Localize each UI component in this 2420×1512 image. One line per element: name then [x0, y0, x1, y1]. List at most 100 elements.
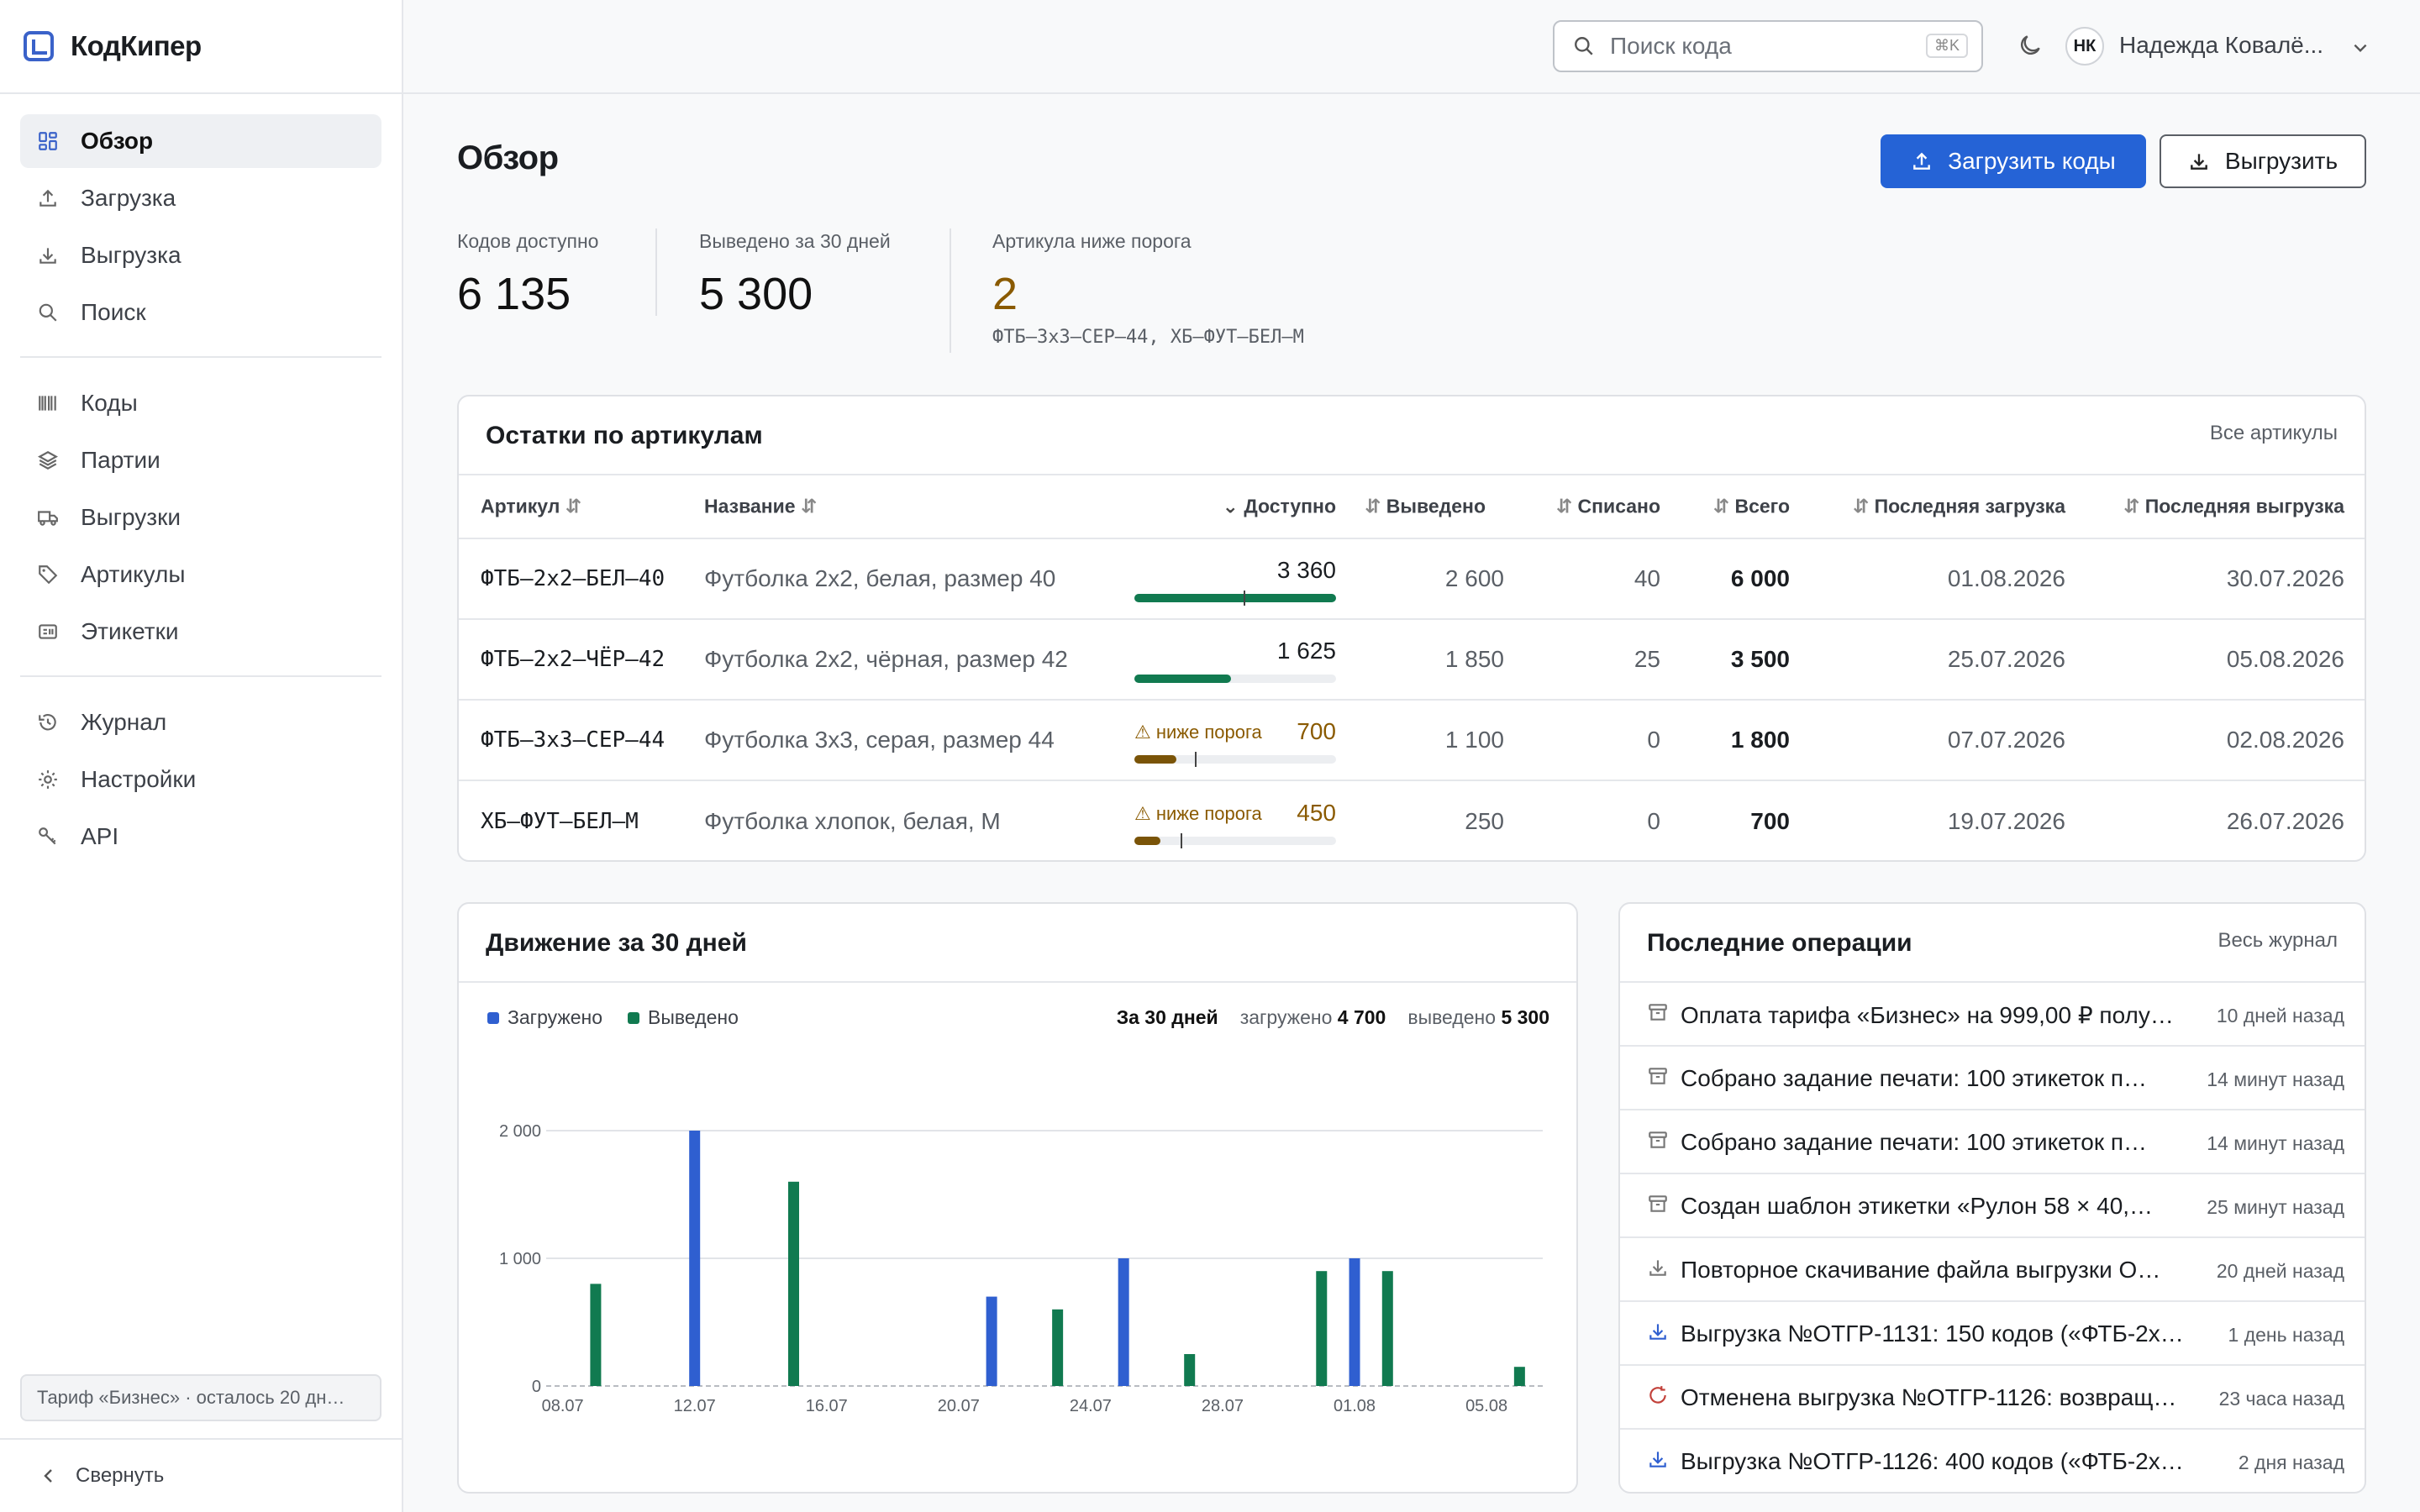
- available-cell: ⚠ ниже порога 450: [1134, 781, 1336, 860]
- search-input[interactable]: Поиск кода ⌘K: [1553, 20, 1983, 72]
- bar-shipped: [1052, 1309, 1064, 1386]
- sidebar-item-label[interactable]: Этикетки: [20, 605, 381, 659]
- written-off-cell: 25: [1634, 646, 1660, 672]
- x-tick-label: 01.08: [1334, 1397, 1376, 1415]
- moon-icon: [2021, 35, 2040, 55]
- y-tick-label: 1 000: [499, 1250, 541, 1268]
- shipped-cell: 1 100: [1444, 727, 1504, 753]
- sidebar-item-layers[interactable]: Партии: [20, 433, 381, 487]
- brand[interactable]: КодКипер: [0, 0, 402, 94]
- sidebar-item-gear[interactable]: Настройки: [20, 753, 381, 806]
- stock-bar-fill: [1134, 594, 1336, 602]
- all-log-link[interactable]: Весь журнал: [2217, 929, 2338, 952]
- barcode-icon: [37, 392, 59, 414]
- sort-desc-icon: ⌄: [1222, 495, 1239, 517]
- op-text: Оплата тарифа «Бизнес» на 999,00 ₽ полу…: [1681, 1002, 2174, 1028]
- sidebar-item-dashboard[interactable]: Обзор: [20, 114, 381, 168]
- col-sku[interactable]: Артикул ⇵: [481, 496, 581, 518]
- op-text: Повторное скачивание файла выгрузки О…: [1681, 1257, 2161, 1283]
- total-cell: 3 500: [1730, 646, 1790, 672]
- col-written-off[interactable]: ⇵ Списано: [1556, 496, 1660, 518]
- col-total[interactable]: ⇵ Всего: [1713, 496, 1790, 518]
- stat-below-note: ФТБ–3х3–СЕР–44, ХБ–ФУТ–БЕЛ–М: [992, 327, 1304, 348]
- search-icon: [37, 302, 59, 323]
- list-item[interactable]: Собрано задание печати: 100 этикеток п… 1…: [1620, 1110, 2365, 1174]
- list-item[interactable]: Оплата тарифа «Бизнес» на 999,00 ₽ полу……: [1620, 983, 2365, 1047]
- col-total-label: Всего: [1734, 495, 1790, 517]
- op-time: 25 минут назад: [2207, 1196, 2344, 1218]
- legend-swatch: [487, 1011, 499, 1024]
- avatar[interactable]: НК: [2065, 27, 2104, 66]
- written-off-cell: 40: [1634, 565, 1660, 591]
- all-skus-link[interactable]: Все артикулы: [2209, 422, 2338, 444]
- name-cell: Футболка 2х2, чёрная, размер 42: [704, 646, 1068, 672]
- sidebar-item-tag[interactable]: Артикулы: [20, 548, 381, 601]
- archive-icon: [1647, 1065, 1669, 1087]
- col-shipped-label: Выведено: [1386, 495, 1486, 517]
- table-row[interactable]: ФТБ–2х2–ЧЁР–42 Футболка 2х2, чёрная, разм…: [459, 620, 2365, 701]
- table-row[interactable]: ХБ–ФУТ–БЕЛ–М Футболка хлопок, белая, М ⚠ н…: [459, 781, 2365, 860]
- last-export-cell: 05.08.2026: [2226, 646, 2344, 672]
- op-time: 2 дня назад: [2238, 1452, 2344, 1473]
- col-shipped[interactable]: ⇵ Выведено: [1365, 496, 1486, 518]
- sidebar-item-truck[interactable]: Выгрузки: [20, 491, 381, 544]
- sidebar-item-label: Журнал: [81, 709, 167, 735]
- sidebar-item-search[interactable]: Поиск: [20, 286, 381, 339]
- op-text: Выгрузка №ОТГР-1131: 150 кодов («ФТБ-2х…: [1681, 1320, 2184, 1347]
- sku-cell[interactable]: ФТБ–2х2–ЧЁР–42: [481, 647, 666, 672]
- collapse-button[interactable]: Свернуть: [0, 1438, 402, 1512]
- sidebar-item-key[interactable]: API: [20, 810, 381, 864]
- list-item[interactable]: Выгрузка №ОТГР-1131: 150 кодов («ФТБ-2х……: [1620, 1302, 2365, 1366]
- legend-shipped-label: Выведено: [648, 1006, 739, 1028]
- theme-toggle-button[interactable]: [2017, 32, 2047, 62]
- chevron-down-icon[interactable]: [2351, 39, 2370, 57]
- chevron-left-icon: [44, 1469, 52, 1483]
- col-name[interactable]: Название ⇵: [704, 496, 817, 518]
- export-button[interactable]: Выгрузить: [2160, 134, 2366, 188]
- bar-shipped: [1184, 1354, 1196, 1386]
- sidebar-item-label: Этикетки: [81, 618, 179, 644]
- table-row[interactable]: ФТБ–2х2–БЕЛ–40 Футболка 2х2, белая, разме…: [459, 539, 2365, 620]
- sidebar-item-upload[interactable]: Загрузка: [20, 171, 381, 225]
- sku-cell[interactable]: ХБ–ФУТ–БЕЛ–М: [481, 809, 639, 834]
- total-cell: 700: [1750, 808, 1790, 834]
- below-threshold-badge: ⚠ ниже порога: [1134, 722, 1262, 743]
- stock-bar: [1134, 591, 1336, 606]
- list-item[interactable]: Собрано задание печати: 100 этикеток п… 1…: [1620, 1047, 2365, 1110]
- sidebar-item-history[interactable]: Журнал: [20, 696, 381, 749]
- list-item[interactable]: Повторное скачивание файла выгрузки О… 20…: [1620, 1238, 2365, 1302]
- table-row[interactable]: ФТБ–3х3–СЕР–44 Футболка 3х3, серая, разме…: [459, 701, 2365, 781]
- col-last-upload[interactable]: ⇵ Последняя загрузка: [1853, 496, 2065, 518]
- sku-cell[interactable]: ФТБ–3х3–СЕР–44: [481, 727, 666, 753]
- upload-icon: [1913, 152, 1931, 170]
- sidebar-item-download[interactable]: Выгрузка: [20, 228, 381, 282]
- col-last-export[interactable]: ⇵ Последняя выгрузка: [2123, 496, 2344, 518]
- bar-uploaded: [689, 1131, 701, 1386]
- upload-codes-button[interactable]: Загрузить коды: [1881, 134, 2146, 188]
- export-label: Выгрузить: [2224, 148, 2338, 174]
- col-available[interactable]: ⌄ Доступно: [1223, 496, 1336, 518]
- page-title: Обзор: [457, 139, 559, 176]
- shipped-cell: 250: [1465, 808, 1504, 834]
- sidebar-item-barcode[interactable]: Коды: [20, 376, 381, 430]
- upload-codes-label: Загрузить коды: [1948, 148, 2116, 174]
- list-item[interactable]: Создан шаблон этикетки «Рулон 58 × 40,… 2…: [1620, 1174, 2365, 1238]
- available-value: 3 360: [1276, 557, 1336, 583]
- search-shortcut: ⌘K: [1925, 34, 1968, 58]
- legend-uploaded[interactable]: Загружено: [487, 1006, 602, 1029]
- uploaded-total-value: 4 700: [1337, 1006, 1386, 1028]
- list-item[interactable]: Выгрузка №ОТГР-1126: 400 кодов («ФТБ-2х……: [1620, 1430, 2365, 1492]
- download-icon: [37, 244, 59, 266]
- stat-shipped: Выведено за 30 дней 5 300: [699, 230, 891, 320]
- sort-icon: ⇵: [1555, 495, 1573, 517]
- undo-icon: [1647, 1384, 1669, 1406]
- archive-icon: [1647, 1001, 1669, 1023]
- legend-uploaded-label: Загружено: [508, 1006, 603, 1028]
- stat-shipped-value: 5 300: [699, 269, 813, 319]
- user-name[interactable]: Надежда Ковалё...: [2119, 32, 2324, 58]
- sidebar-item-label: API: [81, 823, 119, 849]
- sku-cell[interactable]: ФТБ–2х2–БЕЛ–40: [481, 566, 666, 591]
- legend-shipped[interactable]: Выведено: [628, 1006, 739, 1029]
- list-item[interactable]: Отменена выгрузка №ОТГР-1126: возвращ… 23…: [1620, 1366, 2365, 1430]
- plan-badge[interactable]: Тариф «Бизнес» · осталось 20 дн…: [20, 1374, 381, 1421]
